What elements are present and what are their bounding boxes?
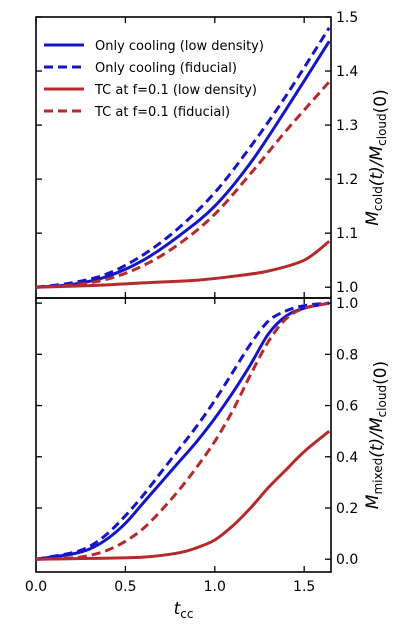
y-tick-label: 1.2 [336,172,358,188]
legend-label-1: Only cooling (fiducial) [95,61,237,76]
y-tick-label: 0.4 [336,450,358,466]
y-tick-label: 0.8 [336,347,358,363]
y-tick-label: 1.3 [336,118,358,134]
x-axis-label: tcc [174,599,194,621]
series-line-0 [35,301,330,561]
series-line-1 [35,27,331,289]
legend-label-0: Only cooling (low density) [95,39,264,54]
axes-frame [35,16,332,299]
y-axis-label: Mmixed(t)/Mcloud(0) [363,361,391,509]
legend-label-3: TC at f=0.1 (fiducial) [94,105,230,120]
y-tick-label: 1.1 [336,226,358,242]
series-line-2 [35,430,331,561]
x-tick-label: 1.5 [293,579,315,595]
y-tick-label: 0.0 [336,552,358,568]
y-tick-label: 1.4 [336,64,358,80]
y-tick-label: 0.2 [336,501,358,517]
panel-mixed: 0.0 0.2 0.4 0.6 0.8 1.0 0.0 0.5 1.0 1.5 Mmixed(t)/… [25,296,391,621]
y-tick-label: 1.0 [336,296,358,312]
y-tick-label: 1.0 [336,280,358,296]
axes-frame [35,297,332,573]
x-tick-label: 0.0 [25,579,47,595]
series-line-3 [35,301,330,561]
x-tick-label: 1.0 [204,579,226,595]
series-line-3 [35,80,331,289]
series-line-2 [35,240,331,289]
legend: Only cooling (low density) Only cooling (… [44,39,264,120]
series-line-1 [35,301,330,561]
legend-label-2: TC at f=0.1 (low density) [94,83,257,98]
series-line-0 [35,40,331,289]
x-tick-label: 0.5 [114,579,136,595]
y-tick-label: 1.5 [336,10,358,26]
y-tick-label: 0.6 [336,399,358,415]
panel-cold: 1.0 1.1 1.2 1.3 1.4 1.5 Mcold(t)/Mcloud(0) Only… [35,10,391,299]
y-axis-label: Mcold(t)/Mcloud(0) [363,89,391,225]
